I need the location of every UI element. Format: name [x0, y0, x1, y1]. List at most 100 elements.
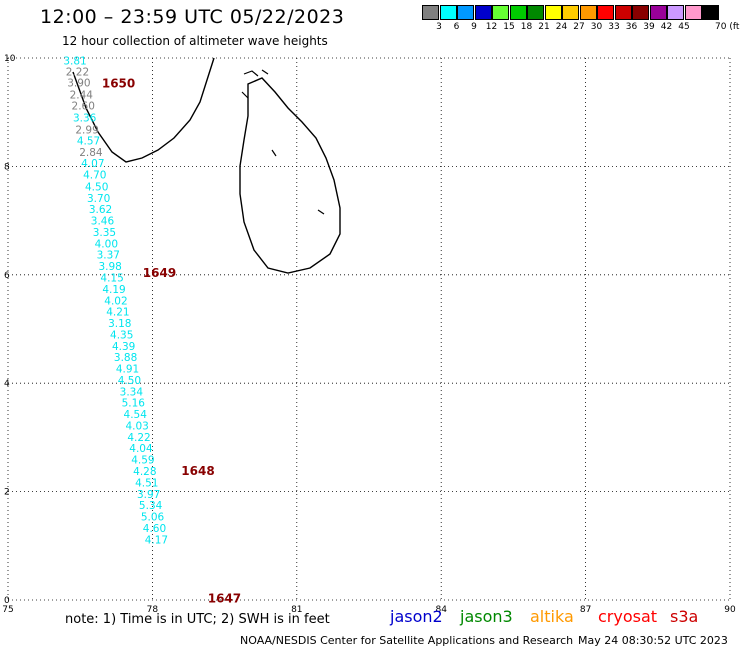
y-tick-label: 8	[4, 162, 10, 172]
legend-label: 45	[678, 22, 690, 32]
legend-label: 30	[590, 22, 603, 32]
legend-swatch	[457, 5, 474, 20]
map-grid	[7, 57, 731, 601]
x-tick-label: 84	[435, 605, 447, 615]
legend-swatch	[684, 5, 702, 20]
swh-value: 5.06	[141, 512, 165, 524]
swh-value: 2.60	[72, 101, 95, 113]
generated-timestamp: May 24 08:30:52 UTC 2023	[578, 634, 728, 647]
satellite-name: jason2	[390, 607, 443, 626]
y-tick-label: 6	[4, 271, 10, 281]
legend-swatch	[667, 5, 684, 20]
swh-value: 4.07	[81, 158, 104, 170]
satellite-name: s3a	[670, 607, 699, 626]
legend-label: 27	[573, 22, 585, 32]
legend-swatch	[492, 5, 509, 20]
legend-label: 24	[555, 22, 568, 32]
swh-value: 3.70	[87, 193, 110, 205]
swh-value: 4.28	[133, 466, 156, 478]
satellite-name: jason3	[460, 607, 513, 626]
swh-value: 4.59	[131, 455, 154, 467]
legend-swatch	[544, 5, 562, 20]
time-label: 1648	[181, 464, 214, 478]
swh-value: 5.16	[122, 398, 146, 410]
legend-label: 39	[643, 22, 655, 32]
time-label: 1650	[102, 76, 135, 90]
legend-label: 21	[538, 22, 550, 32]
swh-value: 3.35	[93, 227, 116, 239]
swh-value: 4.35	[110, 329, 133, 341]
swh-value: 4.19	[102, 284, 125, 296]
y-tick-label: 0	[4, 596, 10, 606]
legend-swatch	[702, 5, 719, 20]
swh-value: 4.02	[104, 295, 127, 307]
swh-value: 2.84	[79, 147, 103, 159]
legend-swatch	[632, 5, 649, 20]
coastline	[72, 57, 341, 274]
satellite-name: cryosat	[598, 607, 658, 626]
swh-value: 4.39	[112, 341, 135, 353]
axis-tick-labels: 75 78 81 84 87 90 0 2 4 6 8 10	[2, 54, 736, 615]
y-tick-label: 4	[4, 379, 10, 389]
legend-label: 12	[485, 22, 498, 32]
time-label: 1649	[143, 266, 176, 280]
legend-swatch	[527, 5, 544, 20]
legend-label: 42	[660, 22, 673, 32]
page-subtitle: 12 hour collection of altimeter wave hei…	[62, 34, 328, 48]
legend-label: 18	[520, 22, 533, 32]
x-tick-label: 87	[580, 605, 591, 615]
legend-label: 3	[436, 22, 442, 32]
legend-swatch	[562, 5, 579, 20]
y-tick-label: 10	[4, 54, 16, 64]
legend-swatch	[597, 5, 614, 20]
legend-label: 6	[453, 22, 460, 32]
legend-swatch	[474, 5, 492, 20]
swh-value: 2.22	[66, 67, 89, 79]
swh-value: 3.46	[91, 216, 115, 228]
swh-value: 4.15	[100, 273, 123, 285]
swh-value: 4.91	[116, 364, 139, 376]
swh-value: 3.88	[114, 352, 137, 364]
x-tick-label: 78	[147, 605, 159, 615]
legend-swatch	[579, 5, 597, 20]
swh-value: 4.17	[145, 534, 168, 546]
swh-value: 4.57	[77, 135, 100, 147]
legend-unit: 70 (ft)	[715, 22, 740, 32]
credit-line: NOAA/NESDIS Center for Satellite Applica…	[240, 634, 574, 647]
swh-value: 4.04	[129, 443, 153, 455]
swh-value: 3.34	[120, 386, 144, 398]
x-tick-label: 90	[724, 605, 736, 615]
swh-value: 3.37	[97, 250, 120, 262]
swh-value: 4.03	[125, 420, 148, 432]
swh-value: 4.50	[118, 375, 141, 387]
sri-lanka-coastline	[239, 77, 341, 274]
swh-value: 4.51	[135, 477, 158, 489]
swh-value: 5.34	[139, 500, 163, 512]
swh-value: 3.36	[73, 113, 97, 125]
swh-value: 4.22	[127, 432, 150, 444]
legend-swatch	[649, 5, 667, 20]
india-coastline	[72, 57, 215, 163]
swh-value: 4.60	[143, 523, 166, 535]
swh-value: 2.99	[75, 125, 98, 137]
satellite-name: altika	[530, 607, 574, 626]
legend-swatch	[422, 5, 439, 20]
page-title: 12:00 – 23:59 UTC 05/22/2023	[40, 6, 345, 28]
swh-value: 2.44	[70, 89, 94, 101]
legend-label: 9	[471, 22, 477, 32]
time-label: 1647	[208, 591, 241, 605]
swh-value: 3.90	[67, 77, 90, 89]
x-tick-label: 81	[291, 605, 302, 615]
legend-label: 36	[625, 22, 638, 32]
swh-value: 4.54	[124, 409, 148, 421]
swh-value: 4.00	[95, 238, 118, 250]
swh-value: 3.97	[137, 489, 160, 501]
swh-value: 4.70	[83, 170, 106, 182]
y-tick-label: 2	[4, 488, 10, 498]
legend-swatch	[509, 5, 527, 20]
x-tick-label: 75	[2, 605, 13, 615]
legend-label: 15	[503, 22, 515, 32]
legend-label: 33	[608, 22, 620, 32]
